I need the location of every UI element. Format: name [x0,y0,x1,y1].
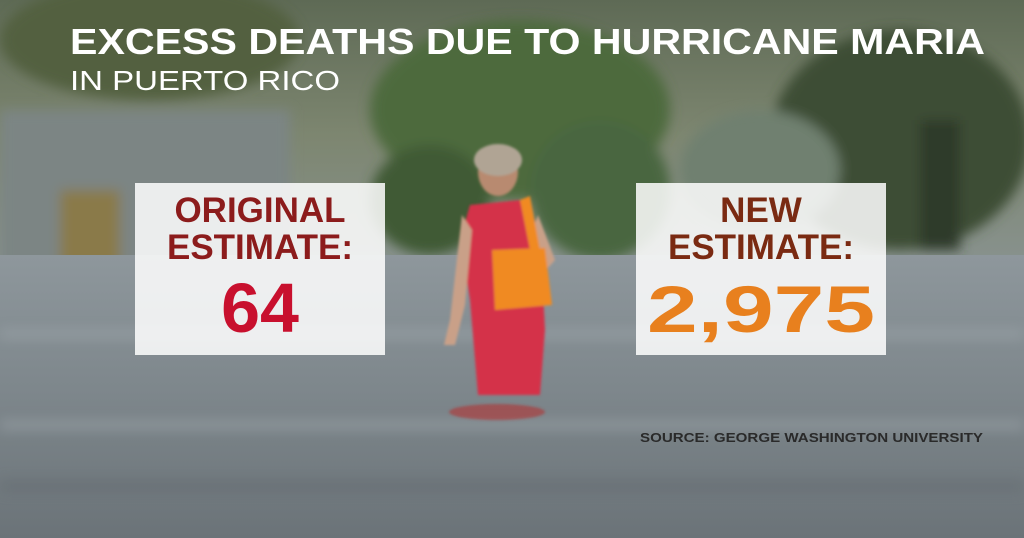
card-label: ESTIMATE: [167,228,353,267]
card-label: NEW [720,191,802,230]
card-label: ESTIMATE: [668,228,854,267]
card-label: ORIGINAL [174,191,345,230]
estimate-card: NEW ESTIMATE: 2,975 [636,183,886,355]
title: EXCESS DEATHS DUE TO HURRICANE MARIA [70,21,985,62]
card-value: 64 [221,269,299,347]
card-background [135,183,385,355]
card-value: 2,975 [647,272,875,346]
source: SOURCE: GEORGE WASHINGTON UNIVERSITY [640,431,984,445]
estimate-card: ORIGINAL ESTIMATE: 64 [135,183,385,355]
subtitle: IN PUERTO RICO [70,65,340,96]
card-background [636,183,886,355]
